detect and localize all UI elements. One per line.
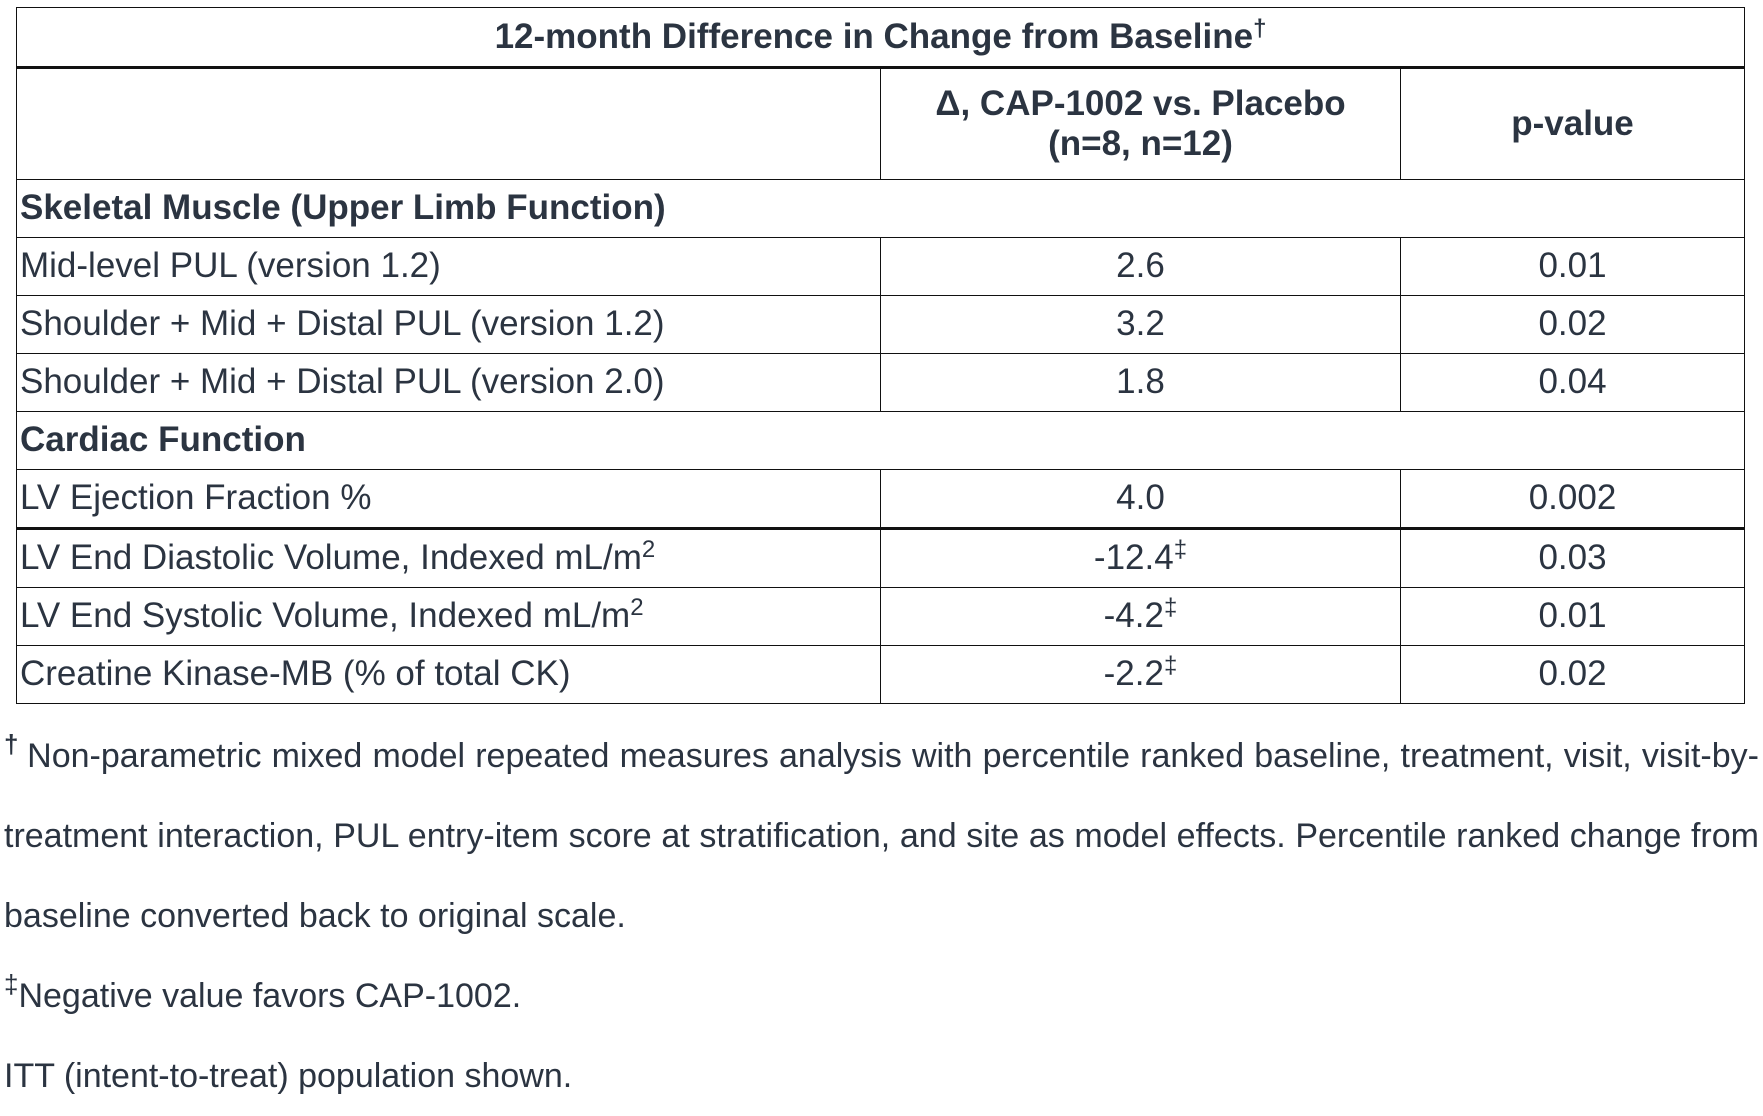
footnote-dagger: † Non-parametric mixed model repeated mea… — [4, 716, 1759, 956]
row-pvalue: 0.03 — [1399, 527, 1746, 588]
row-label-superscript: 2 — [630, 594, 644, 622]
row-label: Shoulder + Mid + Distal PUL (version 1.2… — [16, 295, 881, 354]
row-delta: 2.6 — [880, 237, 1401, 296]
row-delta: 3.2 — [880, 295, 1401, 354]
header-delta: Δ, CAP-1002 vs. Placebo (n=8, n=12) — [880, 66, 1401, 180]
table-row: LV End Diastolic Volume, Indexed mL/m2 -… — [16, 527, 1746, 588]
header-delta-line2: (n=8, n=12) — [1048, 124, 1233, 163]
row-label: LV End Diastolic Volume, Indexed mL/m — [20, 538, 642, 578]
table-row: LV End Systolic Volume, Indexed mL/m2 -4… — [16, 587, 1746, 646]
title-dagger-mark: † — [1253, 14, 1267, 42]
row-label: Shoulder + Mid + Distal PUL (version 2.0… — [16, 353, 881, 412]
header-delta-line1: Δ, CAP-1002 vs. Placebo — [935, 83, 1346, 123]
footnote-double-dagger-text: Negative value favors CAP-1002. — [18, 977, 522, 1015]
row-label: LV Ejection Fraction % — [16, 469, 881, 529]
footnote-dagger-mark: † — [4, 729, 20, 759]
footnote-itt: ITT (intent-to-treat) population shown. — [4, 1057, 573, 1095]
section-heading-cardiac: Cardiac Function — [15, 411, 1746, 470]
table-row: Shoulder + Mid + Distal PUL (version 1.2… — [16, 295, 1746, 354]
row-delta: -2.2 — [1103, 654, 1164, 694]
row-delta-cell: -4.2‡ — [880, 587, 1401, 646]
row-pvalue: 0.02 — [1399, 295, 1746, 354]
row-delta-mark: ‡ — [1173, 536, 1188, 564]
row-pvalue: 0.02 — [1399, 645, 1746, 704]
row-delta-mark: ‡ — [1163, 594, 1178, 622]
row-label: Creatine Kinase-MB (% of total CK) — [16, 645, 881, 704]
row-label-cell: LV End Diastolic Volume, Indexed mL/m2 — [16, 527, 881, 588]
row-delta: -12.4 — [1093, 538, 1174, 578]
row-pvalue: 0.04 — [1399, 353, 1746, 412]
table-row: Mid-level PUL (version 1.2) 2.6 0.01 — [16, 237, 1746, 296]
section-heading-skeletal: Skeletal Muscle (Upper Limb Function) — [15, 179, 1746, 238]
row-delta: 1.8 — [880, 353, 1401, 412]
footnote-dagger-text: Non-parametric mixed model repeated meas… — [4, 737, 1759, 935]
footnote-double-dagger: ‡Negative value favors CAP-1002. — [4, 956, 1759, 1036]
row-delta-mark: ‡ — [1163, 652, 1178, 680]
row-label-cell: LV End Systolic Volume, Indexed mL/m2 — [16, 587, 881, 646]
results-table-container: 12-month Difference in Change from Basel… — [15, 7, 1746, 704]
row-delta: 4.0 — [880, 469, 1401, 529]
row-label-superscript: 2 — [641, 536, 656, 564]
table-row: Creatine Kinase-MB (% of total CK) -2.2‡… — [16, 645, 1746, 704]
row-delta-cell: -2.2‡ — [880, 645, 1401, 704]
row-label: LV End Systolic Volume, Indexed mL/m — [20, 596, 631, 636]
row-delta: -4.2 — [1103, 596, 1164, 636]
row-pvalue: 0.002 — [1399, 469, 1746, 529]
row-label: Mid-level PUL (version 1.2) — [16, 237, 881, 296]
row-delta-cell: -12.4‡ — [880, 527, 1401, 588]
table-title-text: 12-month Difference in Change from Basel… — [494, 16, 1254, 56]
row-pvalue: 0.01 — [1399, 237, 1746, 296]
header-blank-cell — [16, 66, 881, 180]
header-pvalue: p-value — [1399, 66, 1746, 180]
footnote-double-dagger-mark: ‡ — [4, 969, 19, 999]
row-pvalue: 0.01 — [1399, 587, 1746, 646]
table-row: LV Ejection Fraction % 4.0 0.002 — [16, 469, 1746, 529]
table-title: 12-month Difference in Change from Basel… — [15, 7, 1746, 68]
table-row: Shoulder + Mid + Distal PUL (version 2.0… — [16, 353, 1746, 412]
footnotes: † Non-parametric mixed model repeated mea… — [4, 716, 1759, 1116]
results-table: 12-month Difference in Change from Basel… — [15, 7, 1746, 704]
